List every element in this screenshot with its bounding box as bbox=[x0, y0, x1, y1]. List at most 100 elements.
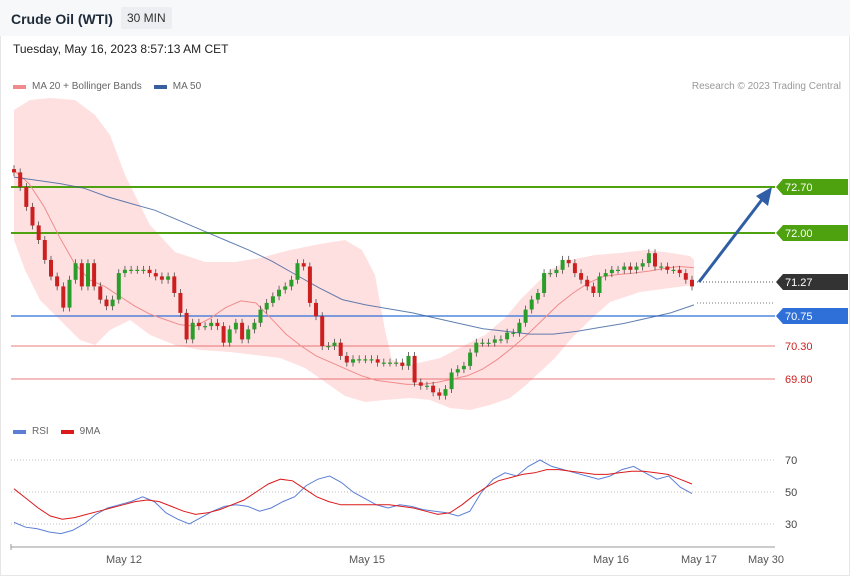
candle bbox=[153, 269, 158, 281]
rsi-ma-line bbox=[13, 469, 693, 520]
candle-body bbox=[264, 302, 269, 310]
report-datetime: Tuesday, May 16, 2023 8:57:13 AM CET bbox=[13, 42, 229, 56]
candle-body bbox=[277, 289, 281, 297]
candle-body bbox=[535, 293, 540, 300]
candle-body bbox=[314, 302, 318, 317]
candle-body bbox=[542, 273, 547, 293]
candle bbox=[277, 285, 281, 301]
rsi-line bbox=[13, 459, 693, 535]
candle bbox=[609, 265, 614, 278]
candle bbox=[468, 348, 473, 370]
candle-body bbox=[480, 342, 485, 344]
level-tag-70.75-bg bbox=[776, 308, 848, 324]
candle bbox=[295, 259, 300, 284]
candle bbox=[412, 351, 417, 387]
candle-body bbox=[388, 362, 392, 364]
x-axis-label: May 16 bbox=[593, 554, 629, 566]
candle bbox=[246, 325, 251, 344]
candle-body bbox=[178, 293, 183, 313]
candle bbox=[55, 272, 60, 291]
candle-body bbox=[227, 329, 232, 343]
candle bbox=[141, 265, 146, 274]
candle-body bbox=[153, 273, 158, 277]
candle bbox=[166, 272, 171, 284]
candle-body bbox=[517, 322, 522, 333]
candle-body bbox=[30, 206, 35, 226]
candle-body bbox=[646, 253, 651, 264]
candle-body bbox=[246, 329, 251, 340]
candle bbox=[492, 335, 497, 347]
candle-body bbox=[400, 362, 405, 366]
candle-body bbox=[135, 269, 140, 271]
candle bbox=[338, 338, 343, 360]
candle bbox=[79, 259, 84, 291]
candle bbox=[314, 298, 318, 321]
candle bbox=[591, 282, 596, 297]
candle bbox=[357, 355, 362, 364]
candle bbox=[560, 255, 565, 274]
candle bbox=[190, 318, 195, 344]
rsi-level-label-70: 70 bbox=[785, 455, 797, 467]
candle bbox=[437, 388, 442, 400]
candle bbox=[653, 249, 657, 271]
candle bbox=[529, 295, 534, 314]
rsi-level-label-50: 50 bbox=[785, 487, 797, 499]
legend-swatch-rsi-ma bbox=[60, 429, 74, 434]
candle bbox=[683, 269, 688, 284]
candle bbox=[18, 168, 23, 191]
candle-body bbox=[640, 263, 645, 267]
candle-body bbox=[184, 312, 189, 340]
candle bbox=[375, 355, 380, 367]
candle bbox=[634, 262, 639, 274]
candle bbox=[406, 351, 411, 370]
candle bbox=[363, 355, 368, 364]
candle-body bbox=[344, 355, 349, 363]
candle bbox=[326, 342, 331, 350]
x-axis-label: May 15 bbox=[349, 554, 385, 566]
candle bbox=[369, 355, 374, 364]
candle-body bbox=[461, 365, 466, 370]
candle bbox=[49, 255, 53, 281]
candle-body bbox=[511, 332, 516, 334]
candle bbox=[431, 381, 436, 397]
x-axis-label: May 30 bbox=[748, 554, 784, 566]
candle-body bbox=[166, 276, 171, 280]
candle-body bbox=[295, 263, 300, 280]
candle-body bbox=[36, 225, 41, 240]
candle bbox=[320, 312, 325, 350]
candle bbox=[548, 269, 553, 278]
candle-body bbox=[425, 385, 429, 387]
candle-body bbox=[104, 299, 109, 307]
candle bbox=[215, 318, 220, 331]
timeframe-badge[interactable]: 30 MIN bbox=[121, 7, 172, 29]
rsi-legend: RSI 9MA bbox=[13, 426, 100, 437]
candle-body bbox=[375, 359, 380, 363]
candle-body bbox=[597, 276, 602, 293]
legend-swatch-rsi bbox=[13, 429, 26, 434]
candle-body bbox=[659, 266, 664, 268]
candle bbox=[640, 259, 645, 271]
candle-body bbox=[468, 352, 473, 366]
candle bbox=[616, 265, 620, 274]
candle-body bbox=[351, 359, 355, 363]
candle bbox=[116, 269, 121, 304]
level-tag-71.27-text: 71.27 bbox=[785, 277, 813, 289]
candle-body bbox=[548, 273, 553, 275]
legend-label-rsi-ma: 9MA bbox=[79, 426, 101, 437]
forecast-arrow-shaft bbox=[697, 196, 766, 283]
candle-body bbox=[622, 266, 627, 270]
candle-body bbox=[332, 342, 337, 346]
candle-body bbox=[258, 309, 263, 323]
candle bbox=[30, 202, 35, 230]
candle-body bbox=[412, 355, 417, 383]
candle-body bbox=[653, 253, 657, 267]
candle bbox=[332, 338, 337, 350]
candle bbox=[579, 269, 584, 284]
candle bbox=[61, 282, 66, 312]
candle-body bbox=[529, 299, 534, 310]
forecast-arrow-head bbox=[756, 187, 772, 206]
candle-body bbox=[98, 286, 103, 300]
candle-body bbox=[61, 286, 66, 308]
candle-body bbox=[431, 385, 436, 393]
